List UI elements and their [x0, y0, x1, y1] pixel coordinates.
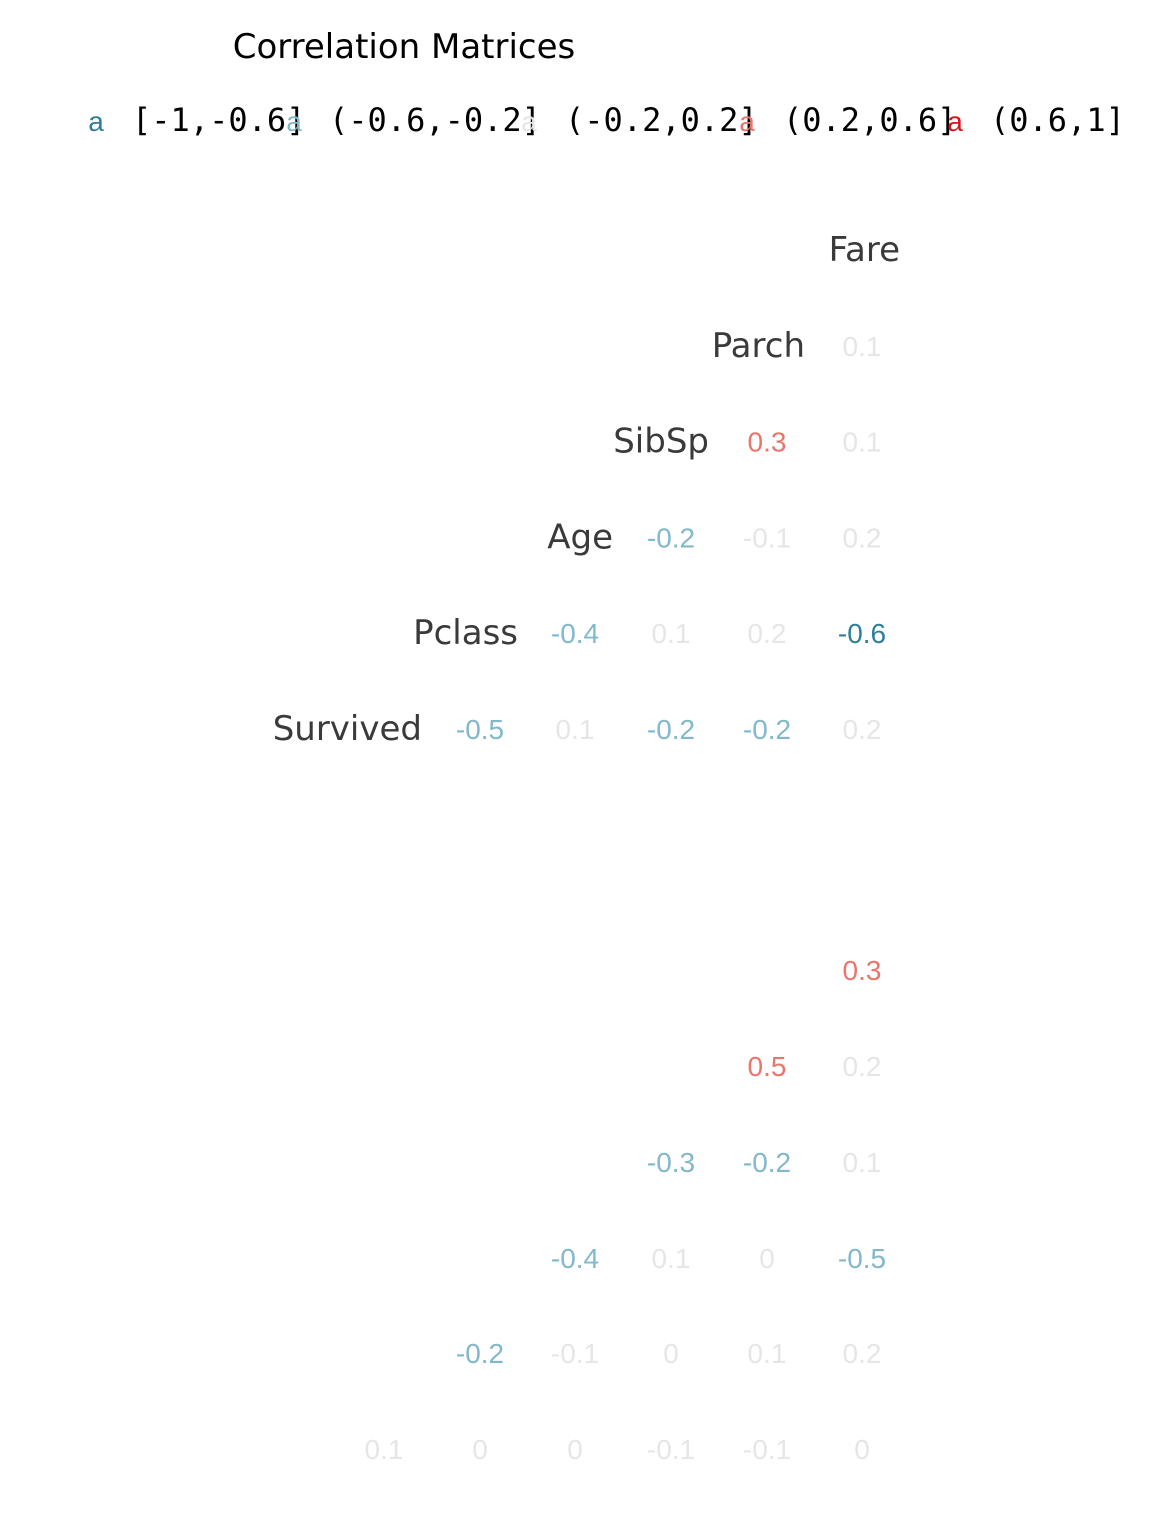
- cell-r6-c2: 0: [472, 1434, 488, 1465]
- variable-label-age: Age: [547, 517, 613, 557]
- cell-r5-c2: -0.2: [456, 1338, 504, 1369]
- cell-survived-sibsp: -0.2: [647, 714, 695, 745]
- cell-r1-c6: 0.3: [843, 955, 882, 986]
- cell-survived-age: 0.1: [556, 714, 595, 745]
- legend-key-1: a: [88, 106, 104, 137]
- cell-pclass-fare: -0.6: [838, 618, 886, 649]
- cell-age-fare: 0.2: [843, 522, 882, 553]
- legend-label-3: (-0.2,0.2]: [565, 101, 758, 139]
- cell-r4-c4: 0.1: [652, 1243, 691, 1274]
- cell-parch-fare: 0.1: [843, 331, 882, 362]
- variable-label-survived: Survived: [273, 709, 422, 749]
- cell-r6-c3: 0: [567, 1434, 583, 1465]
- variable-label-pclass: Pclass: [413, 613, 518, 653]
- cell-age-parch: -0.1: [743, 522, 791, 553]
- legend-label-5: (0.6,1]: [990, 101, 1125, 139]
- legend-key-4: a: [739, 106, 755, 137]
- cell-r3-c5: -0.2: [743, 1147, 791, 1178]
- cell-pclass-parch: 0.2: [748, 618, 787, 649]
- cell-r5-c5: 0.1: [748, 1338, 787, 1369]
- cell-survived-parch: -0.2: [743, 714, 791, 745]
- cell-r6-c1: 0.1: [365, 1434, 404, 1465]
- upper-correlation-matrix: Survived Pclass Age SibSp Parch Fare 0.1 0.3 0.1…: [273, 230, 900, 749]
- legend-label-4: (0.2,0.6]: [783, 101, 956, 139]
- variable-label-sibsp: SibSp: [613, 422, 709, 462]
- cell-survived-fare: 0.2: [843, 714, 882, 745]
- legend-key-3: a: [521, 106, 537, 137]
- cell-r2-c5: 0.5: [748, 1051, 787, 1082]
- cell-r3-c6: 0.1: [843, 1147, 882, 1178]
- cell-r6-c5: -0.1: [743, 1434, 791, 1465]
- cell-r5-c4: 0: [663, 1338, 679, 1369]
- cell-r3-c4: -0.3: [647, 1147, 695, 1178]
- cell-pclass-age: -0.4: [551, 618, 599, 649]
- variable-label-parch: Parch: [712, 326, 805, 366]
- legend-key-5: a: [947, 106, 963, 137]
- cell-sibsp-fare: 0.1: [843, 427, 882, 458]
- chart-title: Correlation Matrices: [233, 27, 576, 67]
- cell-r6-c6: 0: [854, 1434, 870, 1465]
- legend-label-1: [-1,-0.6]: [132, 101, 305, 139]
- cell-r5-c6: 0.2: [843, 1338, 882, 1369]
- cell-survived-pclass: -0.5: [456, 714, 504, 745]
- cell-r4-c6: -0.5: [838, 1243, 886, 1274]
- legend-key-2: a: [286, 106, 302, 137]
- cell-age-sibsp: -0.2: [647, 522, 695, 553]
- cell-r4-c3: -0.4: [551, 1243, 599, 1274]
- cell-sibsp-parch: 0.3: [748, 427, 787, 458]
- cell-r2-c6: 0.2: [843, 1051, 882, 1082]
- cell-r6-c4: -0.1: [647, 1434, 695, 1465]
- legend-label-2: (-0.6,-0.2]: [329, 101, 541, 139]
- lower-correlation-matrix: 0.3 0.5 0.2 -0.3 -0.2 0.1 -0.4 0.1 0 -0.5 -0.2 -0.1…: [365, 955, 887, 1465]
- cell-r5-c3: -0.1: [551, 1338, 599, 1369]
- cell-pclass-sibsp: 0.1: [652, 618, 691, 649]
- cell-r4-c5: 0: [759, 1243, 775, 1274]
- variable-label-fare: Fare: [829, 230, 900, 270]
- chart-legend: a [-1,-0.6]a (-0.6,-0.2]a (-0.2,0.2]a (0.2,0…: [88, 101, 1125, 139]
